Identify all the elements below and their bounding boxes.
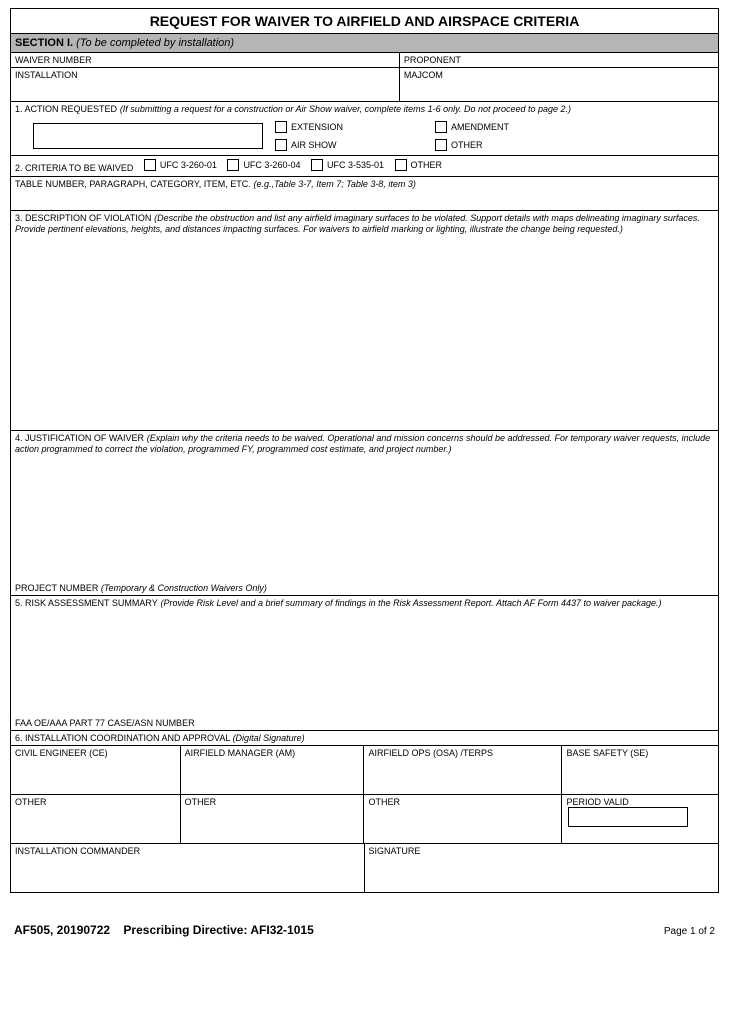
item6-header: 6. INSTALLATION COORDINATION AND APPROVA… <box>11 731 718 746</box>
checkbox-amendment[interactable]: AMENDMENT <box>435 121 575 133</box>
sig-other-2: OTHER <box>181 795 365 843</box>
item6-label: 6. INSTALLATION COORDINATION AND APPROVA… <box>15 733 230 743</box>
project-number-label: PROJECT NUMBER <box>15 583 98 593</box>
checkbox-airshow[interactable]: AIR SHOW <box>275 139 415 151</box>
sig-osa: AIRFIELD OPS (OSA) /TERPS <box>364 746 562 794</box>
checkbox-other-action-label: OTHER <box>451 140 483 150</box>
item3-label: 3. DESCRIPTION OF VIOLATION <box>15 213 151 223</box>
section-1-header: SECTION I. (To be completed by installat… <box>11 34 718 53</box>
checkbox-ufc2-label: UFC 3-260-04 <box>243 160 300 170</box>
sig-other-3: OTHER <box>364 795 562 843</box>
form-container: REQUEST FOR WAIVER TO AIRFIELD AND AIRSP… <box>10 8 719 893</box>
item6-hint: (Digital Signature) <box>233 733 305 743</box>
table-number-label: TABLE NUMBER, PARAGRAPH, CATEGORY, ITEM,… <box>15 179 251 189</box>
majcom-label: MAJCOM <box>400 68 718 101</box>
project-number-row: PROJECT NUMBER (Temporary & Construction… <box>11 581 718 596</box>
checkbox-ufc3-label: UFC 3-535-01 <box>327 160 384 170</box>
period-valid-label: PERIOD VALID <box>566 797 628 807</box>
installation-label: INSTALLATION <box>11 68 400 101</box>
item2-criteria: 2. CRITERIA TO BE WAIVED UFC 3-260-01 UF… <box>11 156 718 177</box>
item3-description: 3. DESCRIPTION OF VIOLATION (Describe th… <box>11 211 718 431</box>
footer-left: AF505, 20190722 Prescribing Directive: A… <box>14 923 314 937</box>
sig-other-1: OTHER <box>11 795 181 843</box>
item1-label: 1. ACTION REQUESTED <box>15 104 117 114</box>
item4-label: 4. JUSTIFICATION OF WAIVER <box>15 433 144 443</box>
checkbox-amendment-label: AMENDMENT <box>451 122 509 132</box>
signature-row-1: CIVIL ENGINEER (CE) AIRFIELD MANAGER (AM… <box>11 746 718 795</box>
waiver-number-label: WAIVER NUMBER <box>11 53 400 67</box>
action-requested-input[interactable] <box>33 123 263 149</box>
section-1-note: (To be completed by installation) <box>76 37 234 49</box>
checkbox-airshow-label: AIR SHOW <box>291 140 337 150</box>
signature-row-3: INSTALLATION COMMANDER SIGNATURE <box>11 844 718 892</box>
signature-row-2: OTHER OTHER OTHER PERIOD VALID <box>11 795 718 844</box>
form-title: REQUEST FOR WAIVER TO AIRFIELD AND AIRSP… <box>11 9 718 34</box>
sig-ce: CIVIL ENGINEER (CE) <box>11 746 181 794</box>
project-number-hint: (Temporary & Construction Waivers Only) <box>101 583 267 593</box>
period-valid-input[interactable] <box>568 807 688 827</box>
checkbox-ufc3[interactable]: UFC 3-535-01 <box>311 159 384 171</box>
checkbox-other-criteria[interactable]: OTHER <box>395 159 443 171</box>
checkbox-ufc1-label: UFC 3-260-01 <box>160 160 217 170</box>
page-number: Page 1 of 2 <box>664 926 715 937</box>
directive-value: AFI32-1015 <box>250 923 313 937</box>
sig-period-valid: PERIOD VALID <box>562 795 718 843</box>
item1-hint: (If submitting a request for a construct… <box>120 104 571 114</box>
checkbox-ufc2[interactable]: UFC 3-260-04 <box>227 159 300 171</box>
item5-label: 5. RISK ASSESSMENT SUMMARY <box>15 598 158 608</box>
sig-se: BASE SAFETY (SE) <box>562 746 718 794</box>
item2-label: 2. CRITERIA TO BE WAIVED <box>15 163 133 173</box>
sig-signature: SIGNATURE <box>365 844 719 892</box>
table-number-row: TABLE NUMBER, PARAGRAPH, CATEGORY, ITEM,… <box>11 177 718 211</box>
form-number: AF505, 20190722 <box>14 923 110 937</box>
sig-commander: INSTALLATION COMMANDER <box>11 844 365 892</box>
row-installation-majcom: INSTALLATION MAJCOM <box>11 68 718 102</box>
checkbox-other-action[interactable]: OTHER <box>435 139 575 151</box>
proponent-label: PROPONENT <box>400 53 718 67</box>
faa-row: FAA OE/AAA PART 77 CASE/ASN NUMBER <box>11 716 718 731</box>
checkbox-extension-label: EXTENSION <box>291 122 343 132</box>
table-number-hint: (e.g.,Table 3-7, Item 7; Table 3-8, item… <box>254 179 416 189</box>
item5-risk: 5. RISK ASSESSMENT SUMMARY (Provide Risk… <box>11 596 718 716</box>
item1-action-requested: 1. ACTION REQUESTED (If submitting a req… <box>11 102 718 156</box>
row-waiver-proponent: WAIVER NUMBER PROPONENT <box>11 53 718 68</box>
section-1-label: SECTION I. <box>15 37 73 49</box>
sig-am: AIRFIELD MANAGER (AM) <box>181 746 365 794</box>
checkbox-other-criteria-label: OTHER <box>411 160 443 170</box>
item4-justification: 4. JUSTIFICATION OF WAIVER (Explain why … <box>11 431 718 581</box>
checkbox-ufc1[interactable]: UFC 3-260-01 <box>144 159 217 171</box>
checkbox-extension[interactable]: EXTENSION <box>275 121 415 133</box>
item5-hint: (Provide Risk Level and a brief summary … <box>161 598 662 608</box>
footer: AF505, 20190722 Prescribing Directive: A… <box>10 893 719 939</box>
directive-label: Prescribing Directive: <box>123 923 247 937</box>
action-requested-options: EXTENSION AMENDMENT AIR SHOW OTHER <box>275 121 575 151</box>
